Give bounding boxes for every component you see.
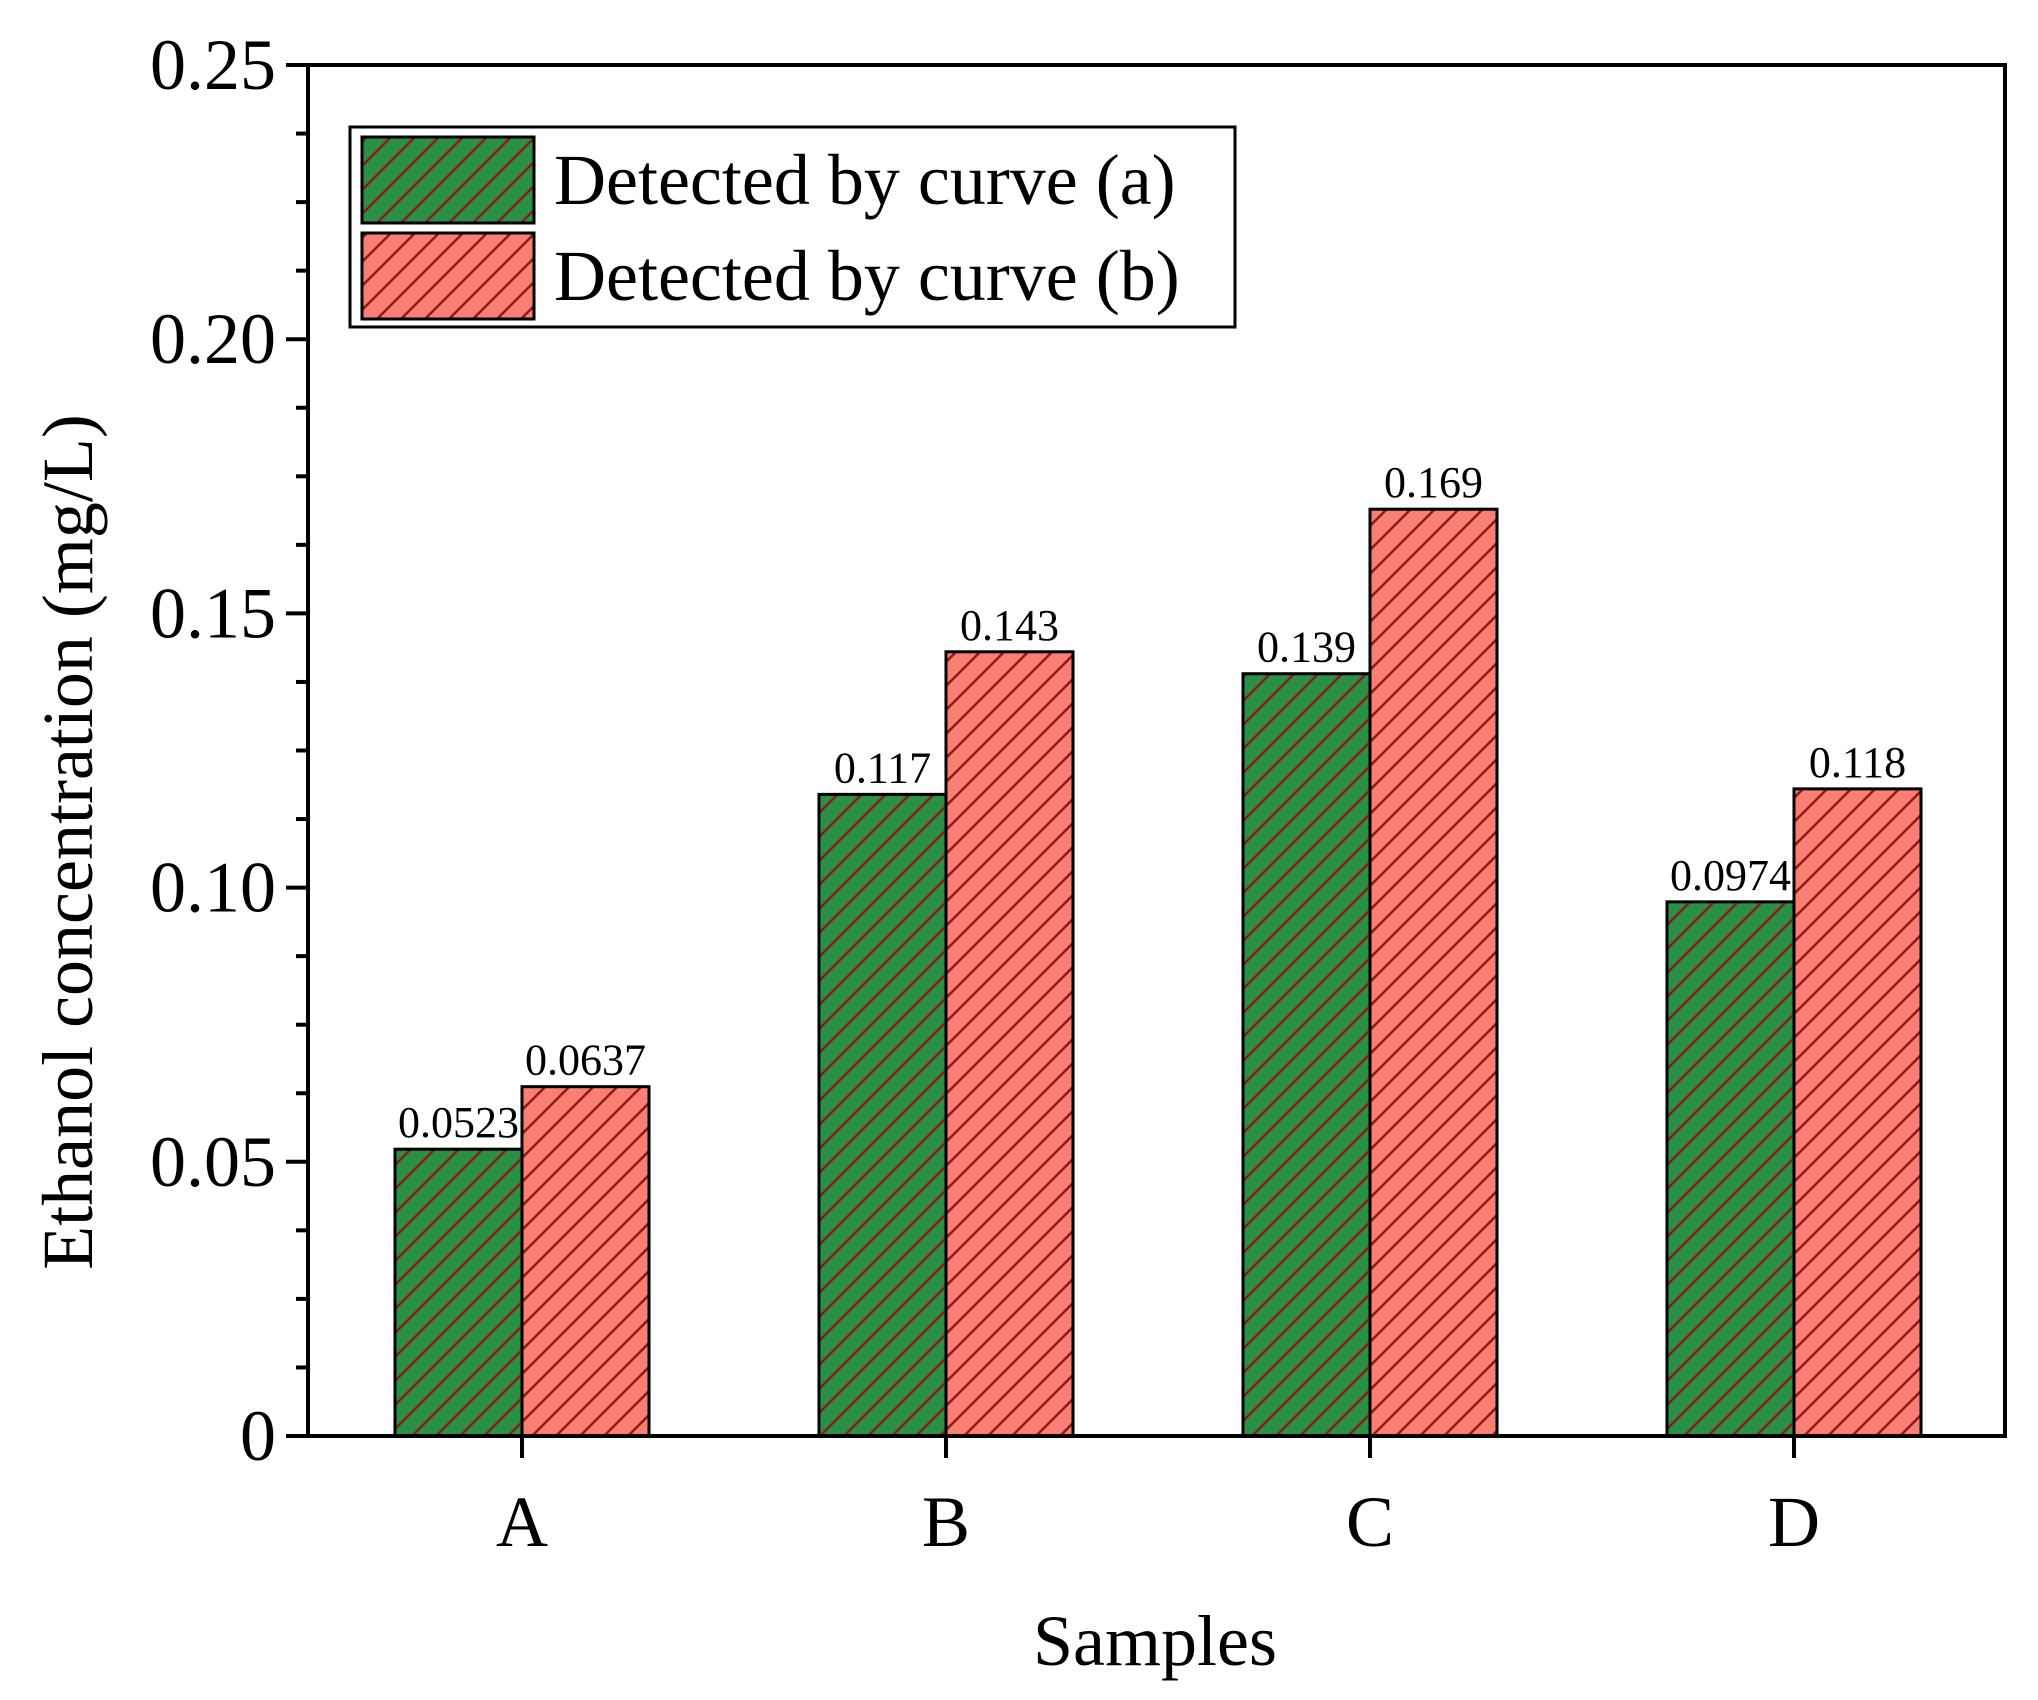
y-tick-label: 0.15: [150, 573, 276, 653]
bar-D-series-a: [1667, 902, 1794, 1436]
x-tick-label-A: A: [496, 1482, 548, 1562]
x-tick-label-D: D: [1768, 1482, 1820, 1562]
bar-A-series-a: [395, 1149, 522, 1436]
data-label-D-series-b: 0.118: [1809, 738, 1906, 787]
y-tick-label: 0.20: [150, 299, 276, 379]
legend-swatch-b: [362, 233, 534, 319]
x-tick-label-B: B: [922, 1482, 970, 1562]
bar-A-series-b: [522, 1087, 649, 1436]
data-label-A-series-a: 0.0523: [398, 1098, 519, 1147]
bar-B-series-b: [946, 652, 1073, 1436]
legend-label-a: Detected by curve (a): [554, 140, 1176, 220]
y-tick-label: 0.10: [150, 848, 276, 928]
legend: Detected by curve (a) Detected by curve …: [350, 127, 1235, 327]
data-label-B-series-a: 0.117: [834, 743, 931, 792]
bar-C-series-b: [1370, 509, 1497, 1436]
x-axis-title: Samples: [1033, 1601, 1277, 1681]
y-tick-label: 0.05: [150, 1122, 276, 1202]
bars-layer: [395, 509, 1921, 1436]
data-label-D-series-a: 0.0974: [1670, 851, 1791, 900]
bar-chart: Ethanol concentration (mg/L) Samples 0.0…: [0, 0, 2038, 1700]
y-tick-label: 0: [240, 1396, 276, 1476]
legend-swatch-a: [362, 137, 534, 223]
bar-C-series-a: [1243, 674, 1370, 1436]
data-label-C-series-a: 0.139: [1257, 623, 1356, 672]
bar-D-series-b: [1794, 789, 1921, 1436]
data-label-C-series-b: 0.169: [1384, 458, 1483, 507]
bar-B-series-a: [819, 794, 946, 1436]
data-label-B-series-b: 0.143: [960, 601, 1059, 650]
y-axis-title: Ethanol concentration (mg/L): [28, 414, 108, 1270]
y-tick-label: 0.25: [150, 25, 276, 105]
legend-label-b: Detected by curve (b): [554, 236, 1180, 316]
x-tick-label-C: C: [1346, 1482, 1394, 1562]
data-label-A-series-b: 0.0637: [525, 1036, 646, 1085]
